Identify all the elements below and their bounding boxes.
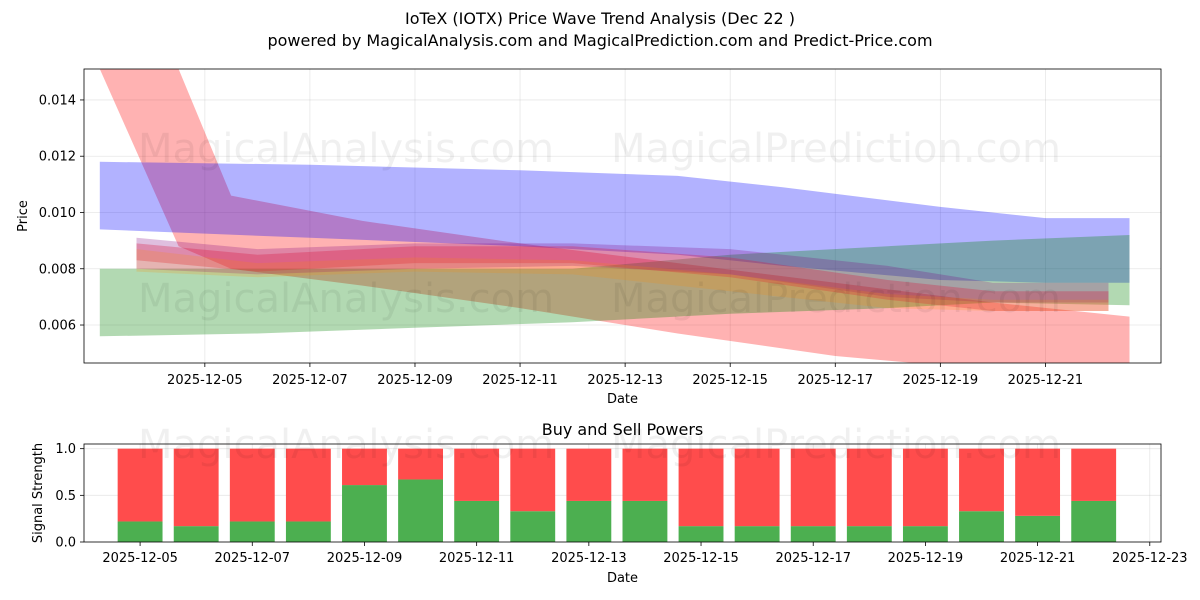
x-tick-label: 2025-12-11	[482, 373, 558, 388]
watermark-prediction-3: MagicalPrediction.com	[611, 422, 1061, 468]
watermark-analysis-2: MagicalAnalysis.com	[138, 276, 554, 322]
watermark-prediction-1: MagicalPrediction.com	[611, 126, 1061, 172]
sell-bar	[622, 448, 668, 501]
sell-bar	[173, 448, 219, 527]
buy-bar	[846, 526, 892, 542]
watermark-layer: MagicalAnalysis.com MagicalPrediction.co…	[138, 126, 1061, 468]
buy-bar	[622, 500, 668, 542]
buy-bar	[510, 511, 556, 542]
y-tick-label: 0.012	[39, 150, 76, 165]
x-tick-label: 2025-12-05	[102, 551, 178, 566]
sell-bar	[959, 448, 1004, 512]
x-tick-label: 2025-12-07	[215, 551, 291, 566]
y-tick-label: 0.0	[55, 536, 76, 551]
buy-bar	[790, 526, 836, 542]
watermark-analysis-1: MagicalAnalysis.com	[138, 126, 554, 172]
y-tick-label: 0.014	[39, 93, 76, 108]
sell-bar	[454, 448, 500, 501]
buy-bar	[117, 521, 163, 542]
buy-bar	[902, 526, 948, 542]
x-tick-label: 2025-12-09	[377, 373, 453, 388]
x-tick-label: 2025-12-13	[587, 373, 663, 388]
buy-bar	[959, 511, 1004, 542]
price-chart: 2025-12-05 2025-12-07 2025-12-09 2025-12-11…	[16, 68, 1162, 407]
x-tick-label: 2025-12-07	[272, 373, 348, 388]
sell-bar	[510, 448, 556, 512]
x-tick-label: 2025-12-21	[1008, 373, 1084, 388]
sell-bar	[734, 448, 780, 527]
sell-bar	[1071, 448, 1117, 501]
signal-chart: 2025-12-05 2025-12-07 2025-12-09 2025-12-11…	[31, 420, 1188, 586]
sell-bar	[566, 448, 612, 501]
sell-bar	[790, 448, 836, 527]
wave-band-green-wave	[99, 235, 1130, 337]
buy-bar	[678, 526, 724, 542]
sell-bar	[846, 448, 892, 527]
x-tick-label: 2025-12-05	[167, 373, 243, 388]
x-tick-label: 2025-12-09	[327, 551, 403, 566]
buy-bar	[342, 485, 387, 542]
y-tick-label: 1.0	[55, 442, 76, 457]
sell-bar	[678, 448, 724, 527]
wave-series-group	[99, 69, 1130, 363]
y-tick-label: 0.006	[39, 319, 76, 334]
wave-band-orange-wave	[136, 249, 1109, 311]
buy-bar	[229, 521, 275, 542]
x-tick-label: 2025-12-11	[439, 551, 515, 566]
watermark-prediction-2: MagicalPrediction.com	[611, 276, 1061, 322]
chart-title: IoTeX (IOTX) Price Wave Trend Analysis (…	[404, 9, 796, 28]
signal-plot-frame	[83, 443, 1162, 543]
buy-bar	[454, 500, 500, 542]
y-tick-label: 0.008	[39, 262, 76, 277]
sell-bar	[229, 448, 275, 522]
x-tick-label: 2025-12-19	[903, 373, 979, 388]
sell-bar	[285, 448, 331, 522]
y-axis-label: Signal Strength	[31, 443, 46, 543]
x-tick-label: 2025-12-19	[888, 551, 964, 566]
x-axis-label: Date	[607, 571, 638, 586]
buy-bar	[173, 526, 219, 542]
x-tick-label: 2025-12-13	[551, 551, 627, 566]
y-tick-label: 0.5	[55, 489, 76, 504]
buy-bar	[285, 521, 331, 542]
buy-bar	[1015, 515, 1061, 542]
y-tick-label: 0.010	[39, 206, 76, 221]
sell-bar	[342, 448, 387, 486]
sell-bar	[902, 448, 948, 527]
sell-bar	[117, 448, 163, 522]
buy-bar	[734, 526, 780, 542]
buy-bar	[398, 479, 443, 542]
x-tick-label: 2025-12-21	[1000, 551, 1076, 566]
sell-bar	[398, 448, 443, 480]
x-axis-label: Date	[607, 392, 638, 407]
wave-band-purple-wave	[136, 237, 1109, 303]
sell-bar	[1015, 448, 1061, 516]
signal-chart-title: Buy and Sell Powers	[542, 420, 704, 439]
x-tick-label: 2025-12-15	[692, 373, 768, 388]
price-plot-frame	[83, 68, 1162, 364]
x-tick-label: 2025-12-17	[797, 373, 873, 388]
chart-subtitle: powered by MagicalAnalysis.com and Magic…	[267, 31, 933, 50]
y-axis-label: Price	[16, 200, 31, 232]
buy-bar	[566, 500, 612, 542]
buy-bar	[1071, 500, 1117, 542]
x-tick-label: 2025-12-17	[775, 551, 851, 566]
wave-band-red-wave	[99, 69, 1130, 363]
wave-band-blue-wave	[99, 161, 1130, 283]
wave-band-crimson-wave	[136, 243, 1109, 311]
watermark-analysis-3: MagicalAnalysis.com	[138, 422, 554, 468]
x-tick-label: 2025-12-15	[663, 551, 739, 566]
x-tick-label: 2025-12-23	[1112, 551, 1188, 566]
